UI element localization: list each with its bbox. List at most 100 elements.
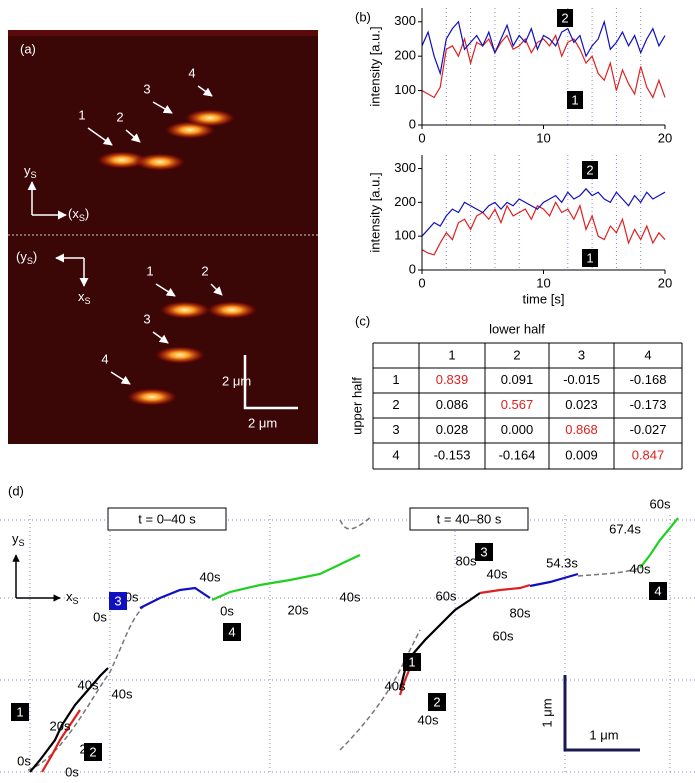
time-label: 40s — [385, 678, 406, 693]
time-label: 40s — [78, 677, 99, 692]
micrograph-edge — [8, 30, 318, 36]
fit-curve — [27, 604, 146, 771]
column-header: lower half — [489, 321, 545, 336]
table-cell: 2 — [392, 397, 399, 412]
series-name: 1 — [571, 92, 578, 107]
panel-label: (b) — [355, 9, 371, 24]
time-label: 60s — [493, 628, 514, 643]
axis-label-sub: S — [79, 213, 85, 223]
time-label: 20s — [50, 718, 71, 733]
axis-label: yS — [24, 163, 37, 180]
fluorescent-spot — [206, 301, 258, 319]
y-tick-label: 300 — [394, 160, 416, 175]
axis-label-sub: S — [19, 538, 25, 548]
id-tag — [223, 623, 241, 641]
fluorescent-spot — [159, 301, 211, 319]
spot-arrow — [125, 129, 141, 143]
time-label: 60s — [436, 588, 457, 603]
fluorescent-spot — [126, 388, 178, 406]
table-cell: 4 — [392, 447, 399, 462]
table-cell: -0.173 — [630, 397, 667, 412]
spot-number: 3 — [143, 311, 150, 326]
axis-label: (yS) — [16, 249, 37, 266]
axis-label-sub: S — [31, 170, 37, 180]
table-cell: -0.027 — [630, 422, 667, 437]
axis-label-main: y — [24, 163, 31, 178]
series-tag — [557, 9, 573, 27]
id-label: 3 — [480, 544, 487, 559]
intensity-line — [421, 34, 666, 99]
fluorescent-spot — [184, 109, 236, 127]
y-tick-label: 200 — [394, 48, 416, 63]
x-tick-label: 20 — [658, 275, 672, 290]
axis-label-sub: S — [85, 296, 91, 306]
table-cell: 0.839 — [436, 372, 469, 387]
time-label: 40s — [340, 589, 361, 604]
spot-arrow — [152, 101, 173, 114]
time-label: 40s — [200, 569, 221, 584]
table-cell: 1 — [392, 372, 399, 387]
series-tag — [582, 161, 598, 179]
table-cell: -0.164 — [499, 447, 536, 462]
axis-label-sub: S — [27, 256, 33, 266]
trajectory — [479, 583, 531, 595]
id-label: 3 — [114, 593, 121, 608]
table-cell: 0.023 — [565, 397, 598, 412]
time-label: 80s — [510, 605, 531, 620]
y-tick-label: 300 — [394, 13, 416, 28]
trajectory — [398, 592, 481, 691]
spot-number: 3 — [143, 81, 150, 96]
fluorescent-spot — [154, 346, 206, 364]
axis-label: xS — [66, 589, 79, 606]
trajectory — [398, 667, 412, 696]
scale-label: 2 μm — [248, 415, 277, 430]
fit-curve — [339, 629, 421, 751]
y-tick-label: 100 — [394, 228, 416, 243]
time-label: 54.3s — [546, 555, 578, 570]
panel-label: (d) — [8, 483, 24, 498]
column-head: 2 — [513, 347, 520, 362]
y-axis-label: intensity [a.u.] — [367, 172, 382, 252]
fit-curve — [339, 515, 373, 530]
column-head: 1 — [448, 347, 455, 362]
x-tick-label: 10 — [536, 275, 550, 290]
id-label: 4 — [228, 624, 235, 639]
trajectory — [529, 572, 579, 588]
scale-bar — [563, 675, 640, 752]
scale-label: 2 μm — [222, 373, 251, 388]
id-tag — [11, 703, 29, 721]
subplot-title: t = 0–40 s — [138, 511, 196, 526]
table-cell: 0.091 — [501, 372, 534, 387]
series-name: 2 — [586, 162, 593, 177]
time-label: 0s — [65, 764, 79, 778]
id-tag — [428, 693, 446, 711]
axis-label-close: ) — [33, 249, 37, 264]
axis-label-main: y — [20, 249, 27, 264]
id-tag — [475, 543, 493, 561]
scale-bar — [243, 355, 298, 410]
row-header: upper half — [349, 377, 364, 435]
spot-number: 1 — [78, 107, 85, 122]
fit-curve — [577, 567, 641, 577]
axis-label: yS — [12, 531, 25, 548]
series-name: 1 — [586, 250, 593, 265]
time-label: 80s — [456, 553, 477, 568]
axis-label-main: y — [12, 531, 19, 546]
id-tag — [84, 743, 102, 761]
spot-number: 1 — [146, 263, 153, 278]
intensity-line — [421, 19, 666, 76]
table-cell: 3 — [392, 422, 399, 437]
trajectory — [639, 517, 679, 569]
panel-label: (c) — [355, 313, 370, 328]
trajectory — [29, 667, 109, 773]
y-tick-label: 200 — [394, 194, 416, 209]
trajectory — [139, 586, 211, 609]
trajectory — [41, 709, 81, 773]
id-tag — [109, 592, 127, 610]
spot-arrow — [197, 85, 213, 97]
intensity-line — [421, 187, 666, 237]
spot-arrow — [110, 371, 131, 385]
spot-number: 4 — [188, 65, 195, 80]
id-label: 4 — [654, 583, 661, 598]
time-label: 40s — [630, 561, 651, 576]
